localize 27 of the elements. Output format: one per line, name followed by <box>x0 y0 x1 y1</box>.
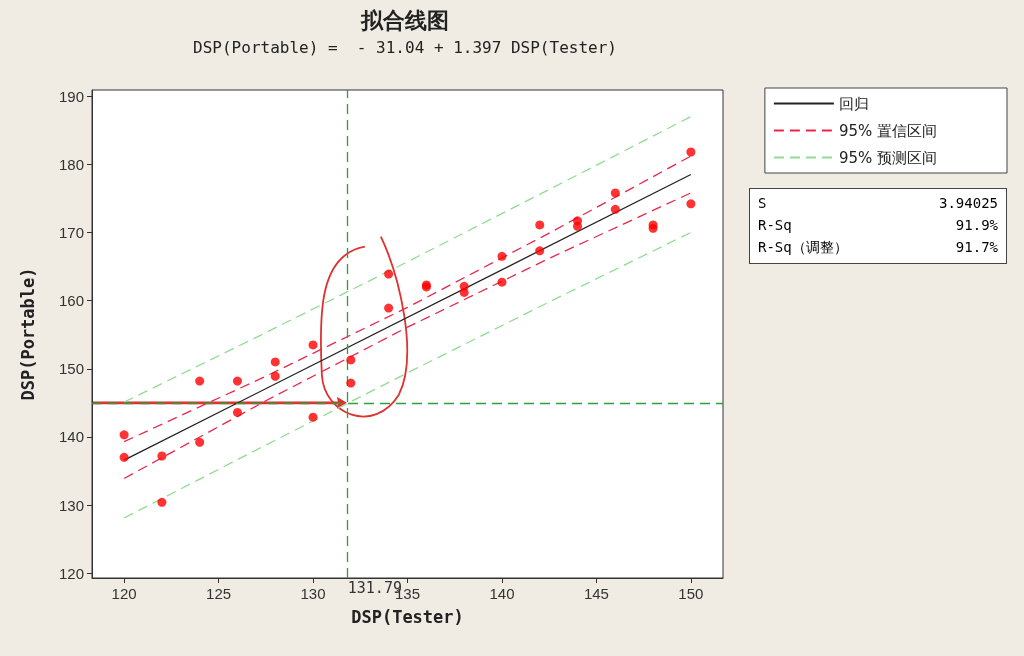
text: R-Sq（调整） <box>758 239 849 257</box>
x-axis-title: DSP(Tester) <box>351 606 464 627</box>
chart-title: 拟合线图 <box>360 7 449 33</box>
text: R-Sq <box>758 217 793 233</box>
y-tick-label: 130 <box>58 496 84 514</box>
text: 3.94025 <box>938 195 998 211</box>
text: S <box>758 195 768 211</box>
y-tick-label: 180 <box>58 155 84 173</box>
y-tick-label: 170 <box>58 223 84 241</box>
y-axis-title: DSP(Portable) <box>17 267 38 401</box>
text: 91.7% <box>954 239 998 257</box>
y-tick-label: 150 <box>58 360 84 378</box>
y-tick-label: 120 <box>58 564 84 582</box>
legend-label: 回归 <box>838 94 869 113</box>
x-tick-label: 120 <box>111 585 137 602</box>
y-tick-label: 160 <box>58 292 84 310</box>
y-tick-label: 190 <box>58 87 84 105</box>
x-tick-label: 125 <box>206 585 232 602</box>
x-tick-label: 145 <box>583 585 609 602</box>
legend-label: 95% 置信区间 <box>838 121 937 140</box>
x-tick-label: 140 <box>489 585 515 602</box>
y-tick-label: 140 <box>58 428 84 446</box>
text: 91.9% <box>954 217 998 233</box>
x-tick-label: 130 <box>300 585 326 602</box>
x-tick-label: 150 <box>678 585 704 602</box>
chart-subtitle: DSP(Portable) = - 31.04 + 1.397 DSP(Tester) <box>193 37 617 57</box>
legend-label: 95% 预测区间 <box>838 148 937 167</box>
